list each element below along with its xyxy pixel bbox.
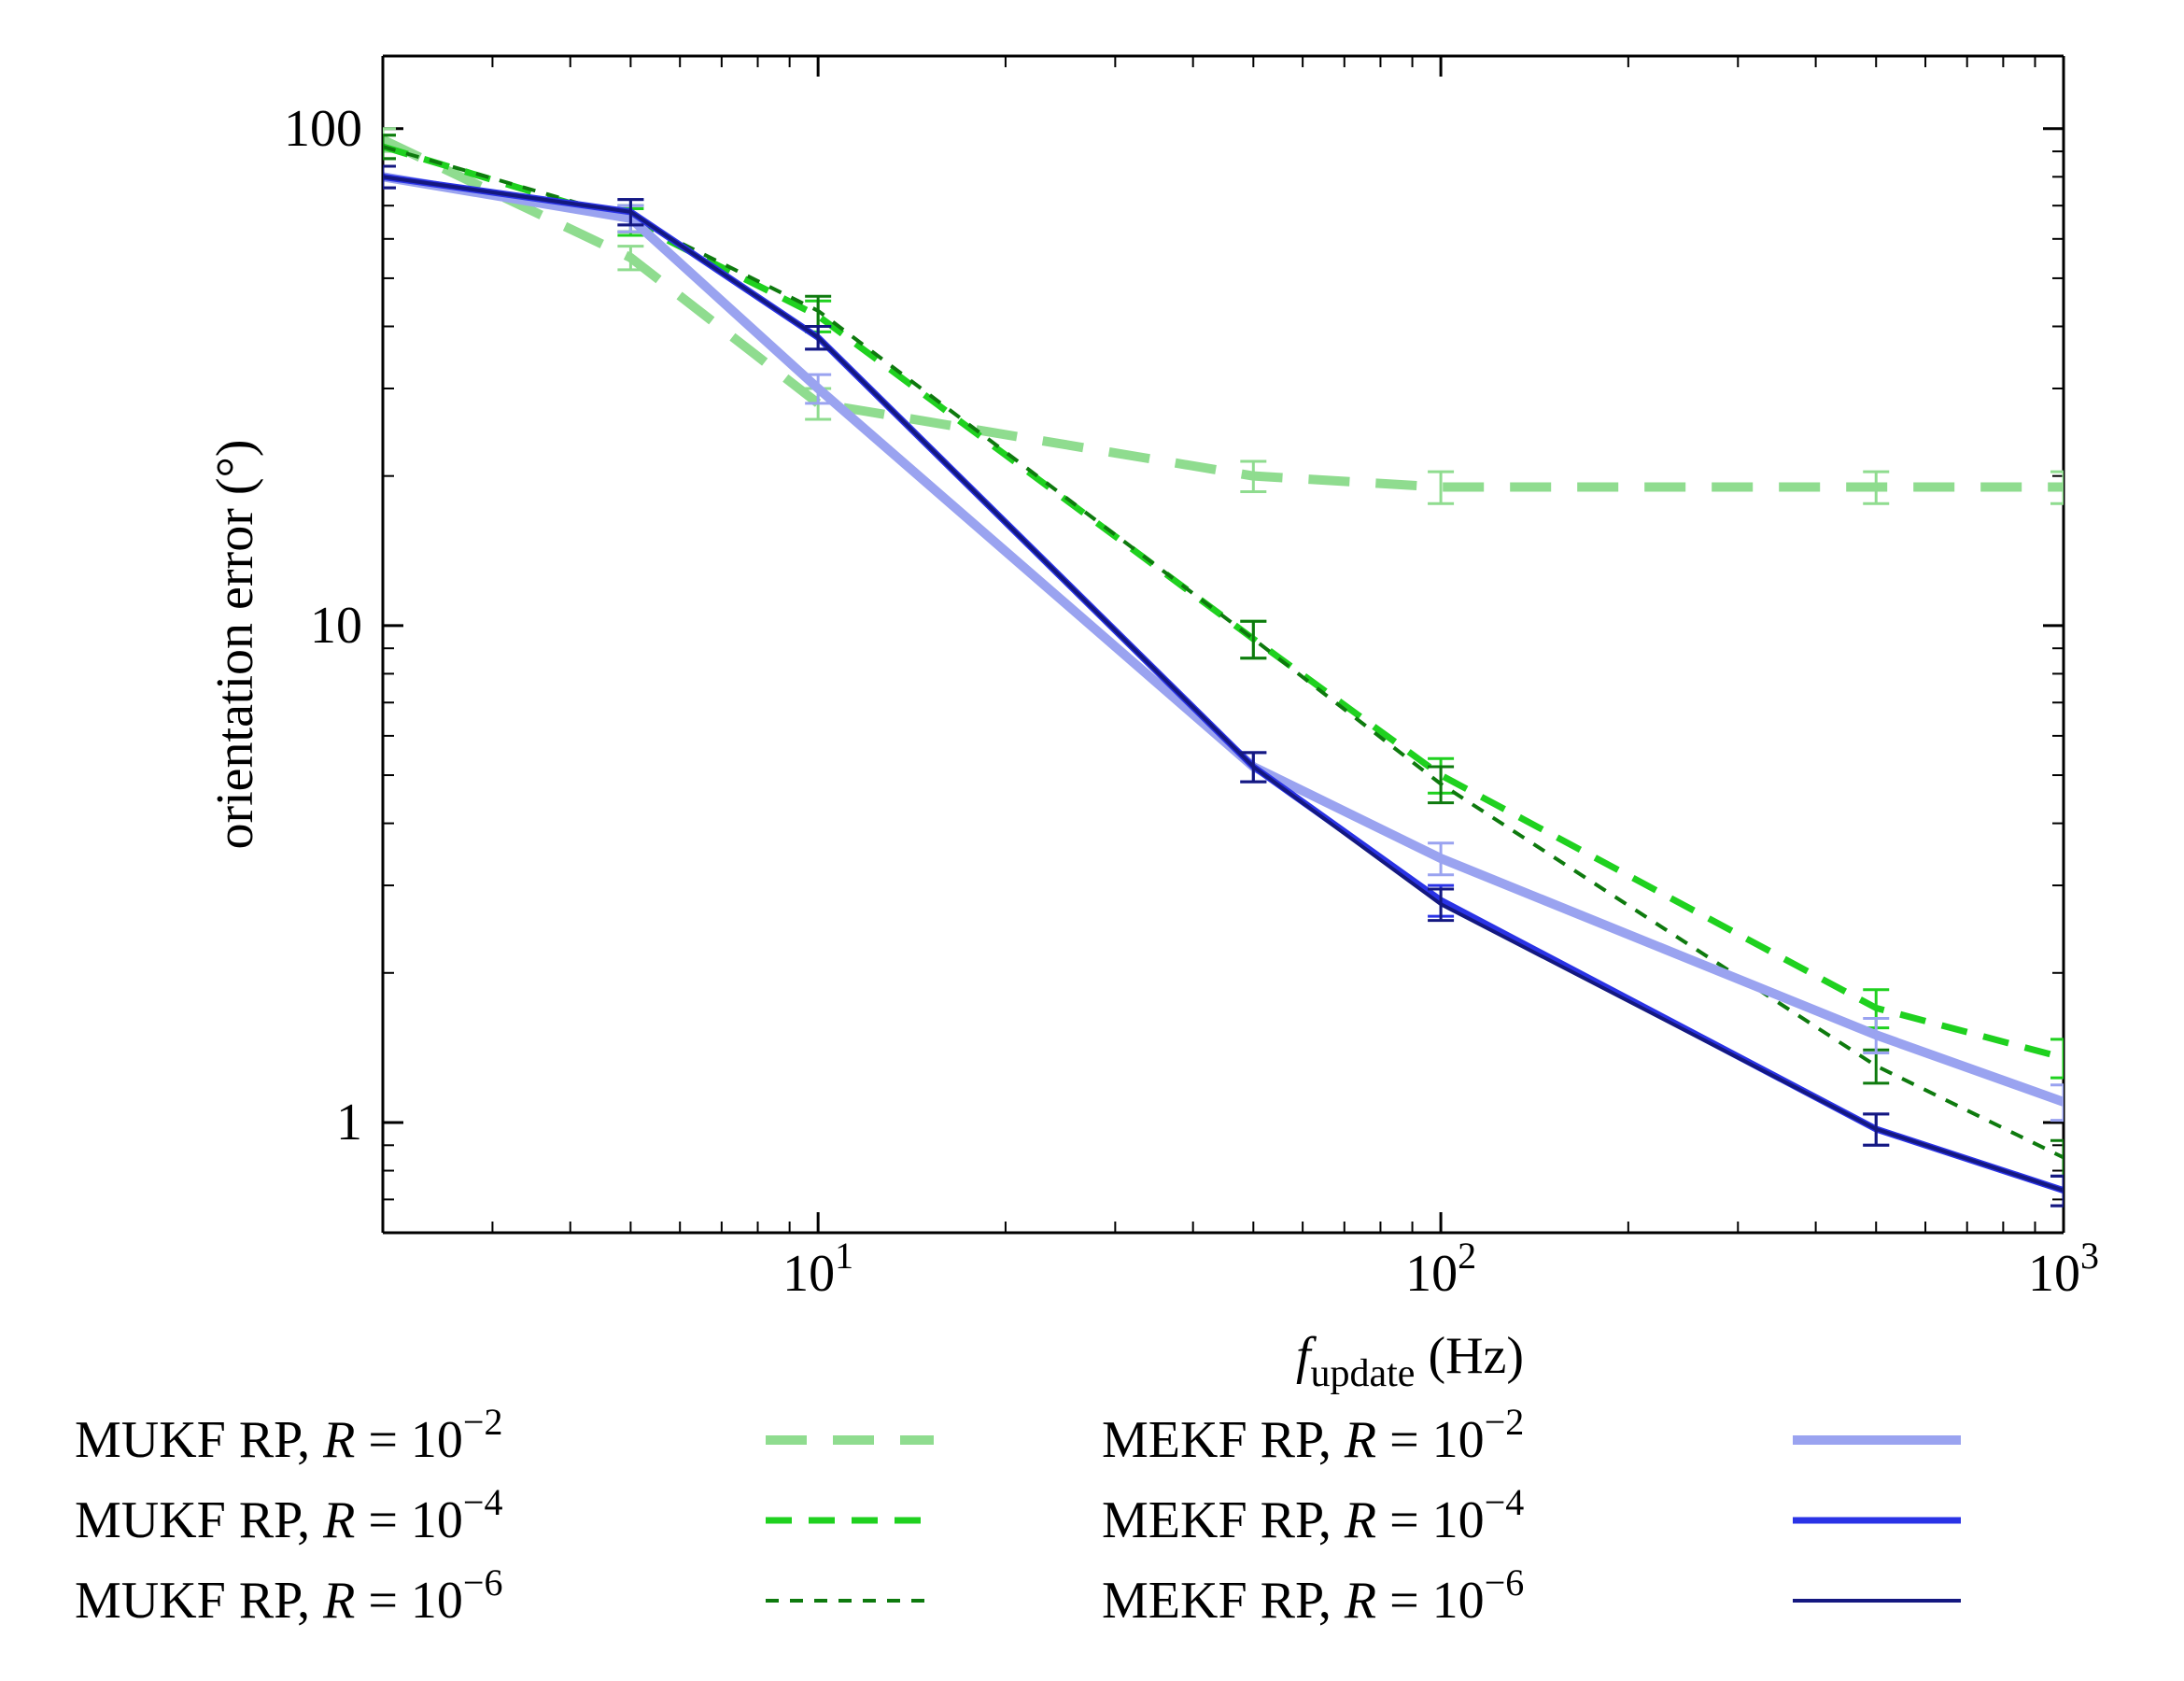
y-tick-label: 1: [336, 1094, 362, 1151]
legend-label-mekf_1e-4: MEKF RP, R = 10−4: [1102, 1481, 1524, 1549]
x-tick-label: 103: [2028, 1235, 2099, 1303]
legend-label-mukf_1e-6: MUKF RP, R = 10−6: [75, 1561, 502, 1630]
figure-container: 101 102 103 1 10 100 orientation error (°) fupd…: [0, 0, 2184, 1681]
y-tick-label: 100: [284, 100, 362, 158]
series-line-mukf_1e-4: [383, 147, 2064, 1058]
legend-label-mukf_1e-2: MUKF RP, R = 10−2: [75, 1401, 502, 1469]
legend-label-mukf_1e-4: MUKF RP, R = 10−4: [75, 1481, 502, 1549]
series-line-mekf_1e-4: [383, 177, 2064, 1190]
legend-label-mekf_1e-6: MEKF RP, R = 10−6: [1102, 1561, 1524, 1630]
series-line-mekf_1e-2: [383, 177, 2064, 1102]
chart-svg: 101 102 103 1 10 100 orientation error (°) fupd…: [0, 0, 2184, 1681]
x-axis-label: fupdate (Hz): [1296, 1327, 1524, 1395]
x-tick-label: 102: [1405, 1235, 1476, 1303]
legend-label-mekf_1e-2: MEKF RP, R = 10−2: [1102, 1401, 1524, 1469]
plot-group: [370, 129, 2077, 1206]
series-line-mukf_1e-2: [383, 140, 2064, 487]
y-axis-label: orientation error (°): [206, 439, 264, 849]
y-tick-label: 10: [310, 597, 362, 655]
x-tick-label: 101: [782, 1235, 853, 1303]
series-line-mekf_1e-6: [383, 177, 2064, 1190]
